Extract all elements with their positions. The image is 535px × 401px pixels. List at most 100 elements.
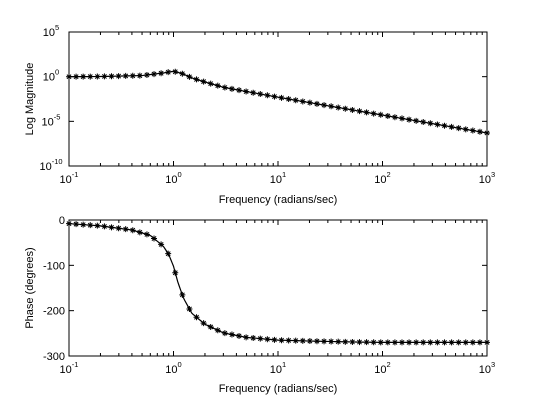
magnitude-plot: 10-1 100 101 102 103 10-10 10-5 100 105 Frequenc… <box>24 23 495 206</box>
phase-data-point <box>94 222 101 229</box>
magnitude-data-point <box>136 72 143 79</box>
phase-data-point <box>292 337 299 344</box>
phase-data-point <box>143 231 150 238</box>
phase-x-tick-label: 102 <box>374 360 390 376</box>
phase-data-point <box>484 339 490 346</box>
phase-data-point <box>413 339 420 346</box>
magnitude-data-point <box>236 87 243 94</box>
magnitude-data-point <box>448 123 455 130</box>
magnitude-data-point <box>250 89 257 96</box>
phase-data-point <box>455 339 462 346</box>
phase-data-point <box>420 339 427 346</box>
magnitude-data-point <box>264 92 271 99</box>
phase-data-point <box>214 327 221 334</box>
phase-data-point <box>80 221 87 228</box>
phase-data-point <box>384 339 391 346</box>
magnitude-plot-marks: 10-1 100 101 102 103 10-10 10-5 100 105 <box>39 23 495 186</box>
phase-data-point <box>250 334 257 341</box>
magnitude-data-point <box>306 99 313 106</box>
phase-data-point <box>391 339 398 346</box>
phase-x-tick-label: 101 <box>270 360 286 376</box>
magnitude-data-point <box>476 128 483 135</box>
magnitude-data-point <box>335 104 342 111</box>
phase-y-tick-label: -100 <box>43 260 65 272</box>
magnitude-x-tick-label: 103 <box>479 170 495 186</box>
magnitude-y-axis-label: Log Magnitude <box>24 63 36 136</box>
magnitude-data-point <box>158 70 165 77</box>
phase-x-tick-label: 10-1 <box>60 360 79 376</box>
phase-data-point <box>108 224 115 231</box>
magnitude-x-tick-label: 102 <box>374 170 390 186</box>
magnitude-data-point <box>384 112 391 119</box>
magnitude-data-point <box>115 73 122 80</box>
magnitude-data-point <box>87 73 94 80</box>
magnitude-data-point <box>207 80 214 87</box>
phase-data-point <box>285 337 292 344</box>
phase-y-tick-label: -200 <box>43 306 65 318</box>
magnitude-data-point <box>398 115 405 122</box>
phase-data-point <box>87 222 94 229</box>
phase-data-point <box>136 229 143 236</box>
phase-plot-frame <box>68 219 488 357</box>
magnitude-data-point <box>73 73 80 80</box>
magnitude-data-point <box>200 78 207 85</box>
phase-series-line <box>68 223 487 343</box>
phase-data-point <box>335 338 342 345</box>
magnitude-data-point <box>420 119 427 126</box>
phase-data-point <box>313 338 320 345</box>
phase-data-point <box>363 339 370 346</box>
phase-data-point <box>129 227 136 234</box>
phase-data-point <box>264 336 271 343</box>
phase-data-point <box>172 269 179 276</box>
phase-data-point <box>328 338 335 345</box>
phase-data-point <box>236 332 243 339</box>
magnitude-data-point <box>151 71 158 78</box>
magnitude-data-point <box>228 85 235 92</box>
magnitude-data-point <box>271 93 278 100</box>
magnitude-data-point <box>356 108 363 115</box>
phase-data-point <box>186 305 193 312</box>
magnitude-data-point <box>313 100 320 107</box>
phase-data-point <box>271 336 278 343</box>
phase-data-point <box>243 334 250 341</box>
magnitude-data-point <box>328 103 335 110</box>
phase-data-point <box>200 320 207 327</box>
phase-data-point <box>257 335 264 342</box>
phase-data-point <box>207 323 214 330</box>
phase-data-point <box>228 331 235 338</box>
phase-data-point <box>469 339 476 346</box>
magnitude-data-point <box>427 120 434 127</box>
phase-x-tick-label: 100 <box>165 360 181 376</box>
phase-y-tick-label: 0 <box>59 215 65 227</box>
phase-data-point <box>427 339 434 346</box>
magnitude-x-axis-label: Frequency (radians/sec) <box>219 194 338 206</box>
magnitude-data-point <box>214 82 221 89</box>
magnitude-data-point <box>221 84 228 91</box>
phase-plot-marks: 10-1 100 101 102 103 -300 -200 -100 0 <box>43 215 495 376</box>
magnitude-data-point <box>94 73 101 80</box>
magnitude-data-point <box>469 127 476 134</box>
phase-data-point <box>221 330 228 337</box>
magnitude-data-point <box>129 72 136 79</box>
phase-data-point <box>434 339 441 346</box>
magnitude-data-point <box>101 73 108 80</box>
magnitude-plot-frame <box>68 31 488 167</box>
magnitude-data-point <box>406 116 413 123</box>
magnitude-x-tick-label: 101 <box>270 170 286 186</box>
magnitude-data-point <box>172 68 179 75</box>
phase-data-point <box>278 337 285 344</box>
magnitude-data-point <box>377 111 384 118</box>
phase-y-axis-label: Phase (degrees) <box>24 247 36 328</box>
magnitude-data-point <box>108 73 115 80</box>
phase-data-point <box>66 220 72 227</box>
magnitude-data-point <box>349 106 356 113</box>
phase-data-point <box>101 223 108 230</box>
phase-x-axis-label: Frequency (radians/sec) <box>219 383 338 395</box>
magnitude-data-point <box>413 117 420 124</box>
magnitude-x-tick-label: 10-1 <box>60 170 79 186</box>
magnitude-x-tick-label: 100 <box>165 170 181 186</box>
phase-data-point <box>377 339 384 346</box>
phase-data-point <box>165 250 172 257</box>
magnitude-data-point <box>434 121 441 128</box>
phase-data-point <box>73 221 80 228</box>
